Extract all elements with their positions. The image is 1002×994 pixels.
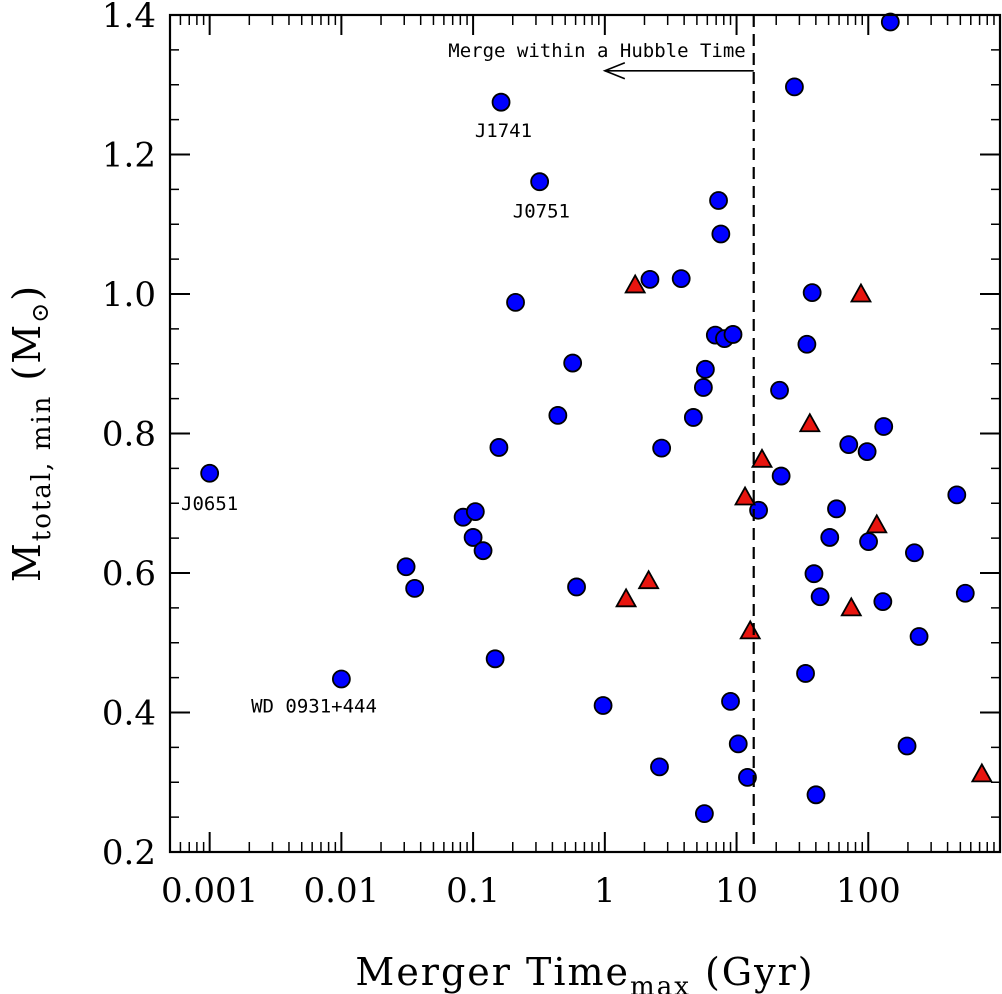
y-tick-label: 0.2 — [102, 833, 156, 873]
data-point-circle — [694, 804, 714, 824]
data-point-circle — [506, 292, 525, 312]
data-point-circle — [728, 734, 748, 754]
data-point-circle — [874, 417, 894, 436]
x-tick-label: 100 — [836, 871, 901, 911]
data-point-circle — [721, 691, 740, 711]
data-point-circle — [671, 269, 691, 289]
data-point-circle — [857, 442, 877, 462]
y-tick-label: 1.2 — [102, 136, 156, 176]
data-point-circle — [827, 499, 846, 519]
data-point-circle — [463, 528, 483, 547]
data-point-circle — [820, 528, 840, 547]
major-ticks — [170, 14, 1000, 853]
data-point-triangle — [739, 619, 762, 640]
data-point-circle — [396, 557, 416, 577]
plot-frame — [168, 13, 1002, 854]
data-point-circle — [650, 757, 669, 777]
y-tick-label: 0.6 — [102, 554, 156, 594]
hubble-arrow-head — [602, 62, 626, 80]
data-point-circle — [593, 696, 613, 715]
x-tick-labels: 0.001 0.01 0.1 1 10 100 — [161, 871, 901, 911]
object-label: J1741 — [475, 120, 532, 142]
object-label: J0751 — [513, 200, 570, 222]
x-tick-label: 0.01 — [304, 871, 380, 911]
data-markers — [200, 12, 993, 824]
data-point-circle — [693, 378, 713, 397]
y-tick-label: 0.8 — [102, 415, 156, 455]
data-point-circle — [548, 405, 568, 425]
data-point-circle — [806, 785, 826, 805]
data-point-circle — [485, 649, 505, 669]
data-point-circle — [567, 577, 586, 597]
data-point-circle — [909, 627, 929, 646]
data-point-circle — [810, 587, 830, 607]
data-point-triangle — [637, 569, 660, 590]
data-point-circle — [738, 767, 757, 787]
y-axis-title: Mtotal, min(M⊙) — [5, 284, 57, 582]
data-point-circle — [473, 541, 493, 561]
data-point-circle — [839, 435, 859, 455]
data-point-circle — [489, 438, 509, 457]
data-point-circle — [695, 359, 715, 379]
data-point-circle — [530, 172, 550, 192]
data-point-circle — [563, 353, 583, 373]
hubble-annotation: Merge within a Hubble Time — [448, 40, 745, 62]
data-point-triangle — [734, 485, 757, 506]
data-point-circle — [796, 664, 815, 683]
data-point-triangle — [615, 587, 638, 608]
data-point-circle — [771, 466, 791, 486]
data-point-circle — [897, 736, 917, 756]
data-point-circle — [873, 592, 893, 611]
object-label: J0651 — [181, 493, 238, 515]
data-point-circle — [905, 543, 924, 563]
data-point-circle — [804, 564, 824, 584]
y-tick-label: 0.4 — [102, 694, 156, 734]
data-point-circle — [465, 502, 485, 522]
data-point-circle — [683, 408, 703, 427]
y-tick-label: 1.0 — [102, 275, 156, 315]
data-point-circle — [797, 334, 817, 354]
x-tick-label: 0.001 — [161, 871, 258, 911]
data-point-circle — [802, 283, 822, 303]
data-point-triangle — [624, 273, 647, 294]
data-point-triangle — [750, 447, 774, 468]
data-point-circle — [770, 380, 789, 400]
data-point-triangle — [865, 513, 888, 534]
data-point-circle — [491, 92, 511, 112]
data-point-triangle — [970, 762, 993, 783]
data-point-circle — [652, 438, 672, 458]
data-point-circle — [200, 463, 220, 483]
data-point-triangle — [840, 596, 863, 617]
data-point-circle — [405, 578, 425, 598]
x-tick-label: 0.1 — [446, 871, 500, 911]
x-tick-label: 1 — [594, 871, 616, 911]
x-axis-title: Merger Timemax (Gyr) — [355, 950, 814, 994]
data-point-circle — [331, 669, 351, 689]
y-tick-labels: 0.2 0.4 0.6 0.8 1.0 1.2 1.4 — [102, 0, 156, 873]
data-point-circle — [947, 485, 967, 505]
data-point-circle — [785, 77, 804, 97]
data-point-circle — [880, 12, 900, 32]
data-point-circle — [859, 532, 878, 552]
data-point-circle — [955, 583, 975, 603]
data-point-circle — [709, 191, 728, 210]
object-label: WD 0931+444 — [251, 696, 377, 718]
data-point-triangle — [798, 412, 821, 433]
x-tick-label: 10 — [715, 871, 758, 911]
data-point-circle — [711, 224, 731, 244]
y-tick-label: 1.4 — [102, 0, 156, 36]
annotations: Merge within a Hubble Time J1741 J0751 J065… — [181, 15, 755, 852]
minor-ticks — [170, 14, 1000, 853]
data-point-triangle — [849, 282, 872, 303]
data-point-circle — [640, 269, 660, 289]
data-point-circle — [723, 325, 743, 344]
